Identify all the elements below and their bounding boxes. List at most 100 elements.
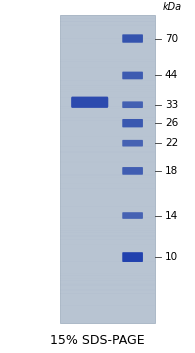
Bar — [60, 131, 155, 132]
Text: 44: 44 — [165, 71, 178, 80]
FancyBboxPatch shape — [122, 119, 143, 127]
Bar — [60, 311, 155, 312]
Bar — [60, 283, 155, 284]
Bar — [60, 48, 155, 49]
Bar — [60, 87, 155, 88]
Bar — [60, 188, 155, 189]
FancyBboxPatch shape — [122, 101, 143, 108]
Text: kDa: kDa — [163, 2, 182, 12]
FancyBboxPatch shape — [122, 252, 143, 262]
Bar — [60, 273, 155, 274]
Bar — [60, 147, 155, 148]
Bar — [60, 286, 155, 287]
Bar — [60, 239, 155, 240]
Bar — [60, 124, 155, 125]
FancyBboxPatch shape — [71, 97, 108, 108]
Bar — [60, 293, 155, 294]
Text: 15% SDS-PAGE: 15% SDS-PAGE — [50, 334, 145, 347]
Bar — [60, 166, 155, 167]
Bar — [60, 235, 155, 236]
Bar — [60, 127, 155, 128]
Bar — [60, 207, 155, 208]
Bar — [60, 229, 155, 230]
Bar — [60, 206, 155, 207]
Bar — [60, 226, 155, 227]
Bar — [60, 21, 155, 22]
Bar — [60, 190, 155, 191]
Bar — [60, 217, 155, 218]
Bar — [60, 18, 155, 19]
Bar — [60, 118, 155, 119]
FancyBboxPatch shape — [122, 212, 143, 219]
Bar — [60, 285, 155, 286]
Text: 26: 26 — [165, 118, 178, 128]
Bar — [60, 234, 155, 235]
Bar — [60, 117, 155, 118]
Bar — [60, 285, 155, 286]
Bar — [60, 25, 155, 26]
Bar — [60, 228, 155, 229]
Text: 33: 33 — [165, 100, 178, 110]
Text: 22: 22 — [165, 138, 178, 148]
Bar — [60, 59, 155, 60]
Bar — [60, 280, 155, 281]
Bar — [60, 83, 155, 84]
Bar — [60, 232, 155, 233]
Bar — [60, 16, 155, 323]
FancyBboxPatch shape — [122, 140, 143, 146]
Bar — [60, 146, 155, 147]
Bar — [60, 106, 155, 107]
Bar — [60, 169, 155, 170]
FancyBboxPatch shape — [122, 72, 143, 79]
Bar — [60, 244, 155, 245]
Text: 14: 14 — [165, 210, 178, 221]
Bar — [60, 108, 155, 109]
Bar — [60, 120, 155, 121]
Bar — [60, 313, 155, 314]
Bar — [60, 152, 155, 153]
Bar — [60, 305, 155, 306]
Bar — [60, 83, 155, 84]
Bar — [60, 238, 155, 239]
Bar — [60, 21, 155, 22]
Bar — [60, 277, 155, 278]
Bar — [60, 289, 155, 290]
Bar — [60, 127, 155, 128]
Bar — [60, 136, 155, 137]
Bar — [60, 24, 155, 25]
Bar — [60, 293, 155, 294]
Bar — [60, 89, 155, 90]
Bar — [60, 188, 155, 189]
Bar — [60, 123, 155, 124]
Bar — [60, 267, 155, 268]
Bar — [60, 80, 155, 81]
Bar — [60, 41, 155, 42]
FancyBboxPatch shape — [122, 167, 143, 175]
Bar — [60, 91, 155, 92]
Bar — [60, 261, 155, 262]
Bar — [60, 279, 155, 280]
Bar — [60, 284, 155, 285]
Bar — [60, 95, 155, 96]
Bar — [60, 236, 155, 237]
FancyBboxPatch shape — [122, 34, 143, 43]
FancyBboxPatch shape — [71, 97, 108, 108]
Bar — [60, 225, 155, 226]
Bar — [60, 165, 155, 166]
Bar — [60, 26, 155, 27]
Bar — [60, 151, 155, 152]
Bar — [60, 162, 155, 163]
Bar — [60, 291, 155, 292]
Bar — [60, 82, 155, 83]
Bar — [60, 288, 155, 289]
Bar — [60, 61, 155, 62]
Bar — [60, 40, 155, 41]
Bar — [60, 136, 155, 137]
Bar — [60, 293, 155, 294]
Bar — [60, 289, 155, 291]
Text: 10: 10 — [165, 252, 178, 262]
Bar — [60, 244, 155, 245]
Bar — [60, 203, 155, 204]
Bar — [60, 175, 155, 176]
Bar — [60, 97, 155, 98]
